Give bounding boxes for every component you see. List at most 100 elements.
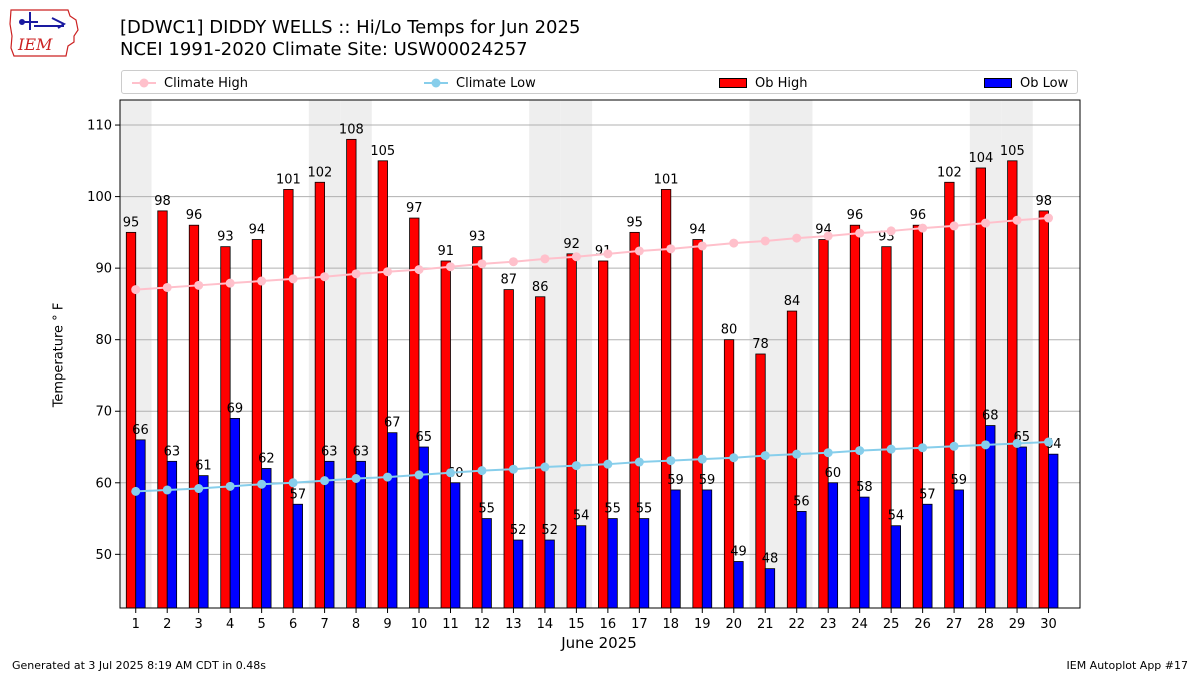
ob-low-label-day-8: 63	[353, 444, 370, 459]
y-tick-label-50: 50	[95, 548, 112, 563]
ob-high-label-day-5: 94	[249, 223, 266, 238]
x-tick-label-26: 26	[914, 617, 931, 632]
climate-low-point-day-29	[1012, 438, 1022, 448]
x-tick-label-9: 9	[383, 617, 391, 632]
ob-low-label-day-28: 68	[982, 409, 999, 424]
ob-low-bar-day-11	[450, 482, 461, 609]
ob-high-bar-day-23	[818, 239, 829, 609]
ob-low-bar-day-23	[827, 482, 839, 609]
ob-high-label-day-9: 105	[370, 144, 395, 159]
climate-low-point-day-14	[540, 462, 550, 472]
ob-low-label-day-16: 55	[604, 502, 621, 517]
climate-high-point-day-22	[792, 233, 802, 243]
climate-low-point-day-24	[855, 446, 865, 456]
ob-low-bar-day-22	[796, 511, 807, 609]
climate-high-point-day-18	[666, 244, 676, 254]
climate-high-line	[135, 217, 1049, 291]
climate-low-point-day-13	[508, 464, 518, 474]
climate-low-point-day-4	[225, 481, 235, 491]
ob-low-swatch-icon	[984, 78, 1012, 88]
x-tick-label-7: 7	[320, 617, 328, 632]
y-tick-label-70: 70	[95, 405, 112, 420]
climate-high-point-day-20	[729, 238, 739, 248]
ob-high-bar-day-7	[314, 181, 325, 609]
ob-high-label-day-21: 78	[752, 337, 769, 352]
ob-high-bar-day-28	[975, 167, 986, 609]
climate-low-point-day-3	[194, 484, 204, 494]
app-label: IEM Autoplot App #17	[1066, 659, 1189, 672]
ob-low-label-day-1: 66	[132, 423, 149, 438]
climate-low-point-day-26	[918, 443, 928, 453]
climate-low-line-icon	[424, 78, 448, 88]
climate-high-point-day-15	[571, 252, 581, 262]
y-axis-label: Temperature ° F	[51, 302, 67, 408]
y-tick-label-90: 90	[95, 262, 112, 277]
ob-low-label-day-18: 59	[667, 473, 684, 488]
x-tick-label-3: 3	[195, 617, 203, 632]
climate-high-point-day-27	[949, 221, 959, 231]
ob-high-swatch-icon	[719, 78, 747, 88]
ob-high-bar-day-19	[692, 239, 703, 609]
climate-high-point-day-4	[225, 278, 235, 288]
x-tick-label-2: 2	[163, 617, 171, 632]
climate-high-point-day-14	[540, 254, 550, 264]
x-tick-label-25: 25	[883, 617, 900, 632]
x-tick-label-8: 8	[352, 617, 360, 632]
ob-low-bar-day-13	[513, 539, 524, 609]
ob-low-label-day-21: 48	[762, 552, 779, 567]
ob-low-bar-day-20	[733, 561, 744, 609]
legend-item-climate-low: Climate Low	[424, 74, 536, 92]
ob-low-label-day-9: 67	[384, 416, 401, 431]
x-tick-label-13: 13	[505, 617, 522, 632]
climate-high-point-day-10	[414, 265, 424, 275]
x-tick-label-22: 22	[788, 617, 805, 632]
ob-low-label-day-23: 60	[825, 466, 842, 481]
ob-low-bar-day-12	[481, 518, 492, 609]
legend-label-ob-high: Ob High	[755, 75, 808, 91]
ob-low-bar-day-3	[198, 475, 209, 609]
ob-low-bar-day-5	[261, 468, 272, 609]
climate-high-point-day-2	[162, 282, 172, 292]
y-tick-label-110: 110	[87, 119, 112, 134]
climate-high-point-day-25	[886, 226, 896, 236]
ob-high-bar-day-29	[1007, 160, 1018, 609]
climate-low-line	[135, 441, 1049, 493]
legend: Climate High Climate Low Ob High Ob Low	[121, 70, 1078, 94]
climate-low-point-day-9	[383, 472, 393, 482]
climate-low-point-day-7	[320, 476, 330, 486]
climate-high-point-day-17	[634, 246, 644, 256]
ob-high-label-day-20: 80	[721, 323, 738, 338]
climate-high-point-day-24	[855, 228, 865, 238]
ob-low-label-day-24: 58	[856, 480, 873, 495]
ob-high-bar-day-6	[283, 189, 294, 609]
ob-high-bar-day-27	[944, 181, 955, 609]
ob-low-label-day-20: 49	[730, 544, 747, 559]
generated-timestamp: Generated at 3 Jul 2025 8:19 AM CDT in 0…	[12, 659, 266, 672]
climate-high-point-day-7	[320, 272, 330, 282]
climate-high-point-day-26	[918, 223, 928, 233]
ob-high-label-day-28: 104	[968, 151, 993, 166]
climate-high-point-day-23	[823, 231, 833, 241]
ob-high-bar-day-16	[598, 260, 609, 609]
x-tick-label-24: 24	[851, 617, 868, 632]
ob-high-label-day-4: 93	[217, 230, 234, 245]
climate-low-point-day-15	[571, 461, 581, 471]
x-tick-label-18: 18	[663, 617, 680, 632]
ob-low-label-day-2: 63	[164, 444, 181, 459]
ob-low-label-day-6: 57	[290, 487, 307, 502]
ob-high-label-day-26: 96	[910, 208, 927, 223]
x-tick-label-16: 16	[600, 617, 617, 632]
y-tick-label-60: 60	[95, 476, 112, 491]
climate-low-point-day-1	[131, 486, 141, 496]
ob-low-bar-day-8	[355, 460, 366, 609]
climate-low-point-day-10	[414, 470, 424, 480]
x-tick-label-1: 1	[132, 617, 140, 632]
ob-high-label-day-3: 96	[186, 208, 203, 223]
ob-high-bar-day-30	[1038, 210, 1049, 609]
climate-low-point-day-30	[1044, 437, 1054, 447]
ob-high-label-day-8: 108	[339, 122, 364, 137]
climate-high-point-day-6	[288, 274, 298, 284]
ob-low-bar-day-16	[607, 518, 618, 609]
climate-low-point-day-22	[792, 449, 802, 459]
